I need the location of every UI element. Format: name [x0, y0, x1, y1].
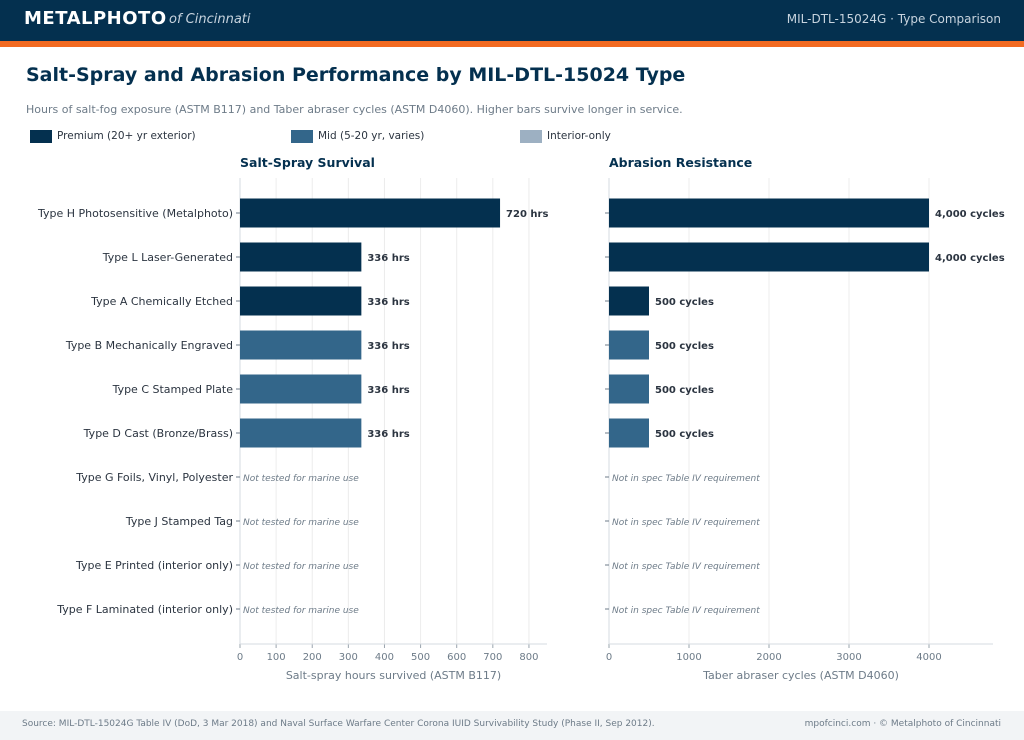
- salt-tick-label: 200: [303, 652, 322, 663]
- brand-logo: METALPHOTO: [24, 8, 167, 29]
- salt-bar: [240, 374, 362, 404]
- abrasion-data-label: 500 cycles: [655, 341, 714, 352]
- abrasion-bar: [609, 374, 649, 404]
- salt-bar: [240, 418, 362, 448]
- abrasion-data-label: 4,000 cycles: [935, 253, 1005, 264]
- page-subtitle: Hours of salt-fog exposure (ASTM B117) a…: [26, 103, 683, 116]
- abrasion-missing-label: Not in spec Table IV requirement: [612, 606, 760, 616]
- abrasion-missing-label: Not in spec Table IV requirement: [612, 474, 760, 484]
- legend-swatch-mid: [291, 130, 313, 143]
- salt-tick-label: 0: [237, 652, 243, 663]
- legend-label-mid: Mid (5-20 yr, varies): [318, 130, 425, 142]
- salt-tick-label: 600: [447, 652, 466, 663]
- salt-tick-label: 300: [339, 652, 358, 663]
- abrasion-bar: [609, 198, 929, 228]
- salt-data-label: 336 hrs: [367, 429, 409, 440]
- category-label: Type J Stamped Tag: [125, 515, 233, 528]
- salt-missing-label: Not tested for marine use: [243, 474, 359, 484]
- salt-tick-label: 100: [267, 652, 286, 663]
- abrasion-tick-label: 4000: [916, 652, 941, 663]
- category-label: Type F Laminated (interior only): [56, 603, 233, 616]
- abrasion-bar: [609, 286, 649, 316]
- category-label: Type G Foils, Vinyl, Polyester: [75, 471, 233, 484]
- abrasion-data-label: 500 cycles: [655, 385, 714, 396]
- category-label: Type H Photosensitive (Metalphoto): [37, 207, 233, 220]
- abrasion-tick-label: 2000: [756, 652, 781, 663]
- abrasion-tick-label: 1000: [676, 652, 701, 663]
- abrasion-tick-label: 3000: [836, 652, 861, 663]
- abrasion-panel-title: Abrasion Resistance: [609, 155, 753, 170]
- salt-tick-label: 800: [519, 652, 538, 663]
- salt-tick-label: 700: [483, 652, 502, 663]
- footer-credit: mpofcinci.com · © Metalphoto of Cincinna…: [804, 719, 1001, 729]
- salt-bar: [240, 330, 362, 360]
- abrasion-bar: [609, 330, 649, 360]
- footer-source: Source: MIL-DTL-15024G Table IV (DoD, 3 …: [22, 719, 655, 729]
- salt-tick-label: 500: [411, 652, 430, 663]
- salt-data-label: 336 hrs: [367, 297, 409, 308]
- legend-swatch-interior: [520, 130, 542, 143]
- abrasion-x-axis-label: Taber abraser cycles (ASTM D4060): [702, 669, 899, 682]
- brand-subtitle: of Cincinnati: [169, 12, 251, 27]
- abrasion-missing-label: Not in spec Table IV requirement: [612, 518, 760, 528]
- salt-bar: [240, 242, 362, 272]
- abrasion-data-label: 500 cycles: [655, 429, 714, 440]
- legend-label-interior: Interior-only: [547, 130, 611, 142]
- category-label: Type A Chemically Etched: [90, 295, 233, 308]
- category-label: Type B Mechanically Engraved: [65, 339, 233, 352]
- abrasion-missing-label: Not in spec Table IV requirement: [612, 562, 760, 572]
- abrasion-bar: [609, 418, 649, 448]
- accent-stripe: [0, 41, 1024, 47]
- abrasion-data-label: 500 cycles: [655, 297, 714, 308]
- salt-bar: [240, 198, 501, 228]
- header-bar: METALPHOTO of Cincinnati MIL-DTL-15024G …: [0, 0, 1024, 41]
- legend-swatch-premium: [30, 130, 52, 143]
- salt-missing-label: Not tested for marine use: [243, 606, 359, 616]
- salt-missing-label: Not tested for marine use: [243, 562, 359, 572]
- salt-x-axis-label: Salt-spray hours survived (ASTM B117): [286, 669, 501, 682]
- salt-data-label: 336 hrs: [367, 341, 409, 352]
- salt-data-label: 336 hrs: [367, 385, 409, 396]
- category-label: Type E Printed (interior only): [75, 559, 233, 572]
- salt-tick-label: 400: [375, 652, 394, 663]
- salt-missing-label: Not tested for marine use: [243, 518, 359, 528]
- legend-label-premium: Premium (20+ yr exterior): [57, 130, 196, 142]
- abrasion-tick-label: 0: [606, 652, 612, 663]
- abrasion-bar: [609, 242, 929, 272]
- salt-bar: [240, 286, 362, 316]
- page-title: Salt-Spray and Abrasion Performance by M…: [26, 64, 686, 86]
- abrasion-data-label: 4,000 cycles: [935, 209, 1005, 220]
- category-label: Type C Stamped Plate: [112, 383, 234, 396]
- footer-bar: Source: MIL-DTL-15024G Table IV (DoD, 3 …: [0, 711, 1024, 740]
- salt-data-label: 336 hrs: [367, 253, 409, 264]
- category-label: Type D Cast (Bronze/Brass): [83, 427, 233, 440]
- category-label: Type L Laser-Generated: [102, 251, 233, 264]
- salt-data-label: 720 hrs: [506, 209, 548, 220]
- salt-spray-panel-title: Salt-Spray Survival: [240, 155, 375, 170]
- header-right-text: MIL-DTL-15024G · Type Comparison: [786, 12, 1001, 26]
